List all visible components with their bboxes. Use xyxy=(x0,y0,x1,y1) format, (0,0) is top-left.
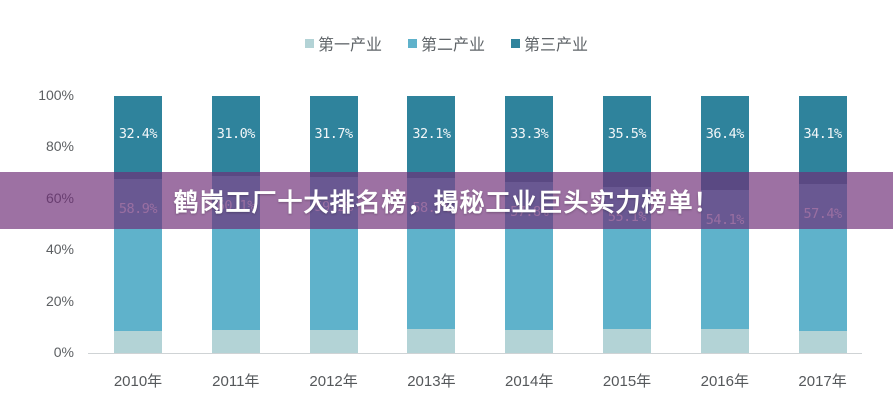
x-tick-label: 2012年 xyxy=(309,373,358,390)
y-tick-label: 20% xyxy=(45,292,74,309)
legend-item: 第一产业 xyxy=(304,31,382,55)
data-label: 33.3% xyxy=(510,126,549,142)
y-tick-label: 0% xyxy=(53,344,74,360)
x-tick-label: 2010年 xyxy=(113,373,163,390)
bar-segment xyxy=(603,328,651,353)
x-tick-label: 2016年 xyxy=(700,373,749,390)
bar-segment xyxy=(407,96,456,179)
banner-title: 鹤岗工厂十大排名榜，揭秘工业巨头实力榜单！ xyxy=(173,187,720,217)
bar-segment xyxy=(114,330,162,353)
legend-swatch-icon xyxy=(407,38,417,48)
bar-segment xyxy=(798,331,847,353)
data-label: 36.4% xyxy=(705,126,745,142)
bar-segment xyxy=(407,329,456,353)
legend-swatch-icon xyxy=(511,38,520,48)
bar-segment xyxy=(505,330,554,353)
title-banner: 鹤岗工厂十大排名榜，揭秘工业巨头实力榜单！ xyxy=(0,172,893,229)
legend-label: 第三产业 xyxy=(524,37,589,54)
bar-segment xyxy=(309,96,358,178)
data-label: 31.7% xyxy=(314,126,354,142)
bar-segment xyxy=(211,330,260,353)
bar-segment xyxy=(700,328,749,353)
x-tick-label: 2011年 xyxy=(212,373,260,390)
x-tick-label: 2017年 xyxy=(798,373,847,390)
y-tick-label: 80% xyxy=(45,138,74,155)
bar-segment xyxy=(211,96,260,176)
data-label: 35.5% xyxy=(607,126,647,142)
legend-label: 第二产业 xyxy=(420,37,485,54)
legend-swatch-icon xyxy=(304,38,314,48)
bar-segment xyxy=(505,96,554,182)
chart-legend: 第一产业 第二产业 第三产业 xyxy=(0,31,893,55)
x-tick-label: 2013年 xyxy=(407,373,456,390)
data-label: 34.1% xyxy=(803,126,843,142)
bar-segment xyxy=(309,329,358,353)
x-tick-label: 2014年 xyxy=(505,373,554,390)
legend-item: 第三产业 xyxy=(511,31,588,55)
data-label: 31.0% xyxy=(216,126,256,142)
data-label: 32.1% xyxy=(412,126,451,142)
y-tick-label: 100% xyxy=(38,87,74,103)
bar-segment xyxy=(798,96,847,184)
legend-label: 第一产业 xyxy=(317,37,382,54)
data-label: 32.4% xyxy=(118,126,158,142)
x-tick-label: 2015年 xyxy=(602,373,652,390)
bar-segment xyxy=(114,96,162,180)
x-axis-line xyxy=(88,353,862,354)
y-tick-label: 40% xyxy=(45,241,74,258)
legend-item: 第二产业 xyxy=(407,31,485,55)
